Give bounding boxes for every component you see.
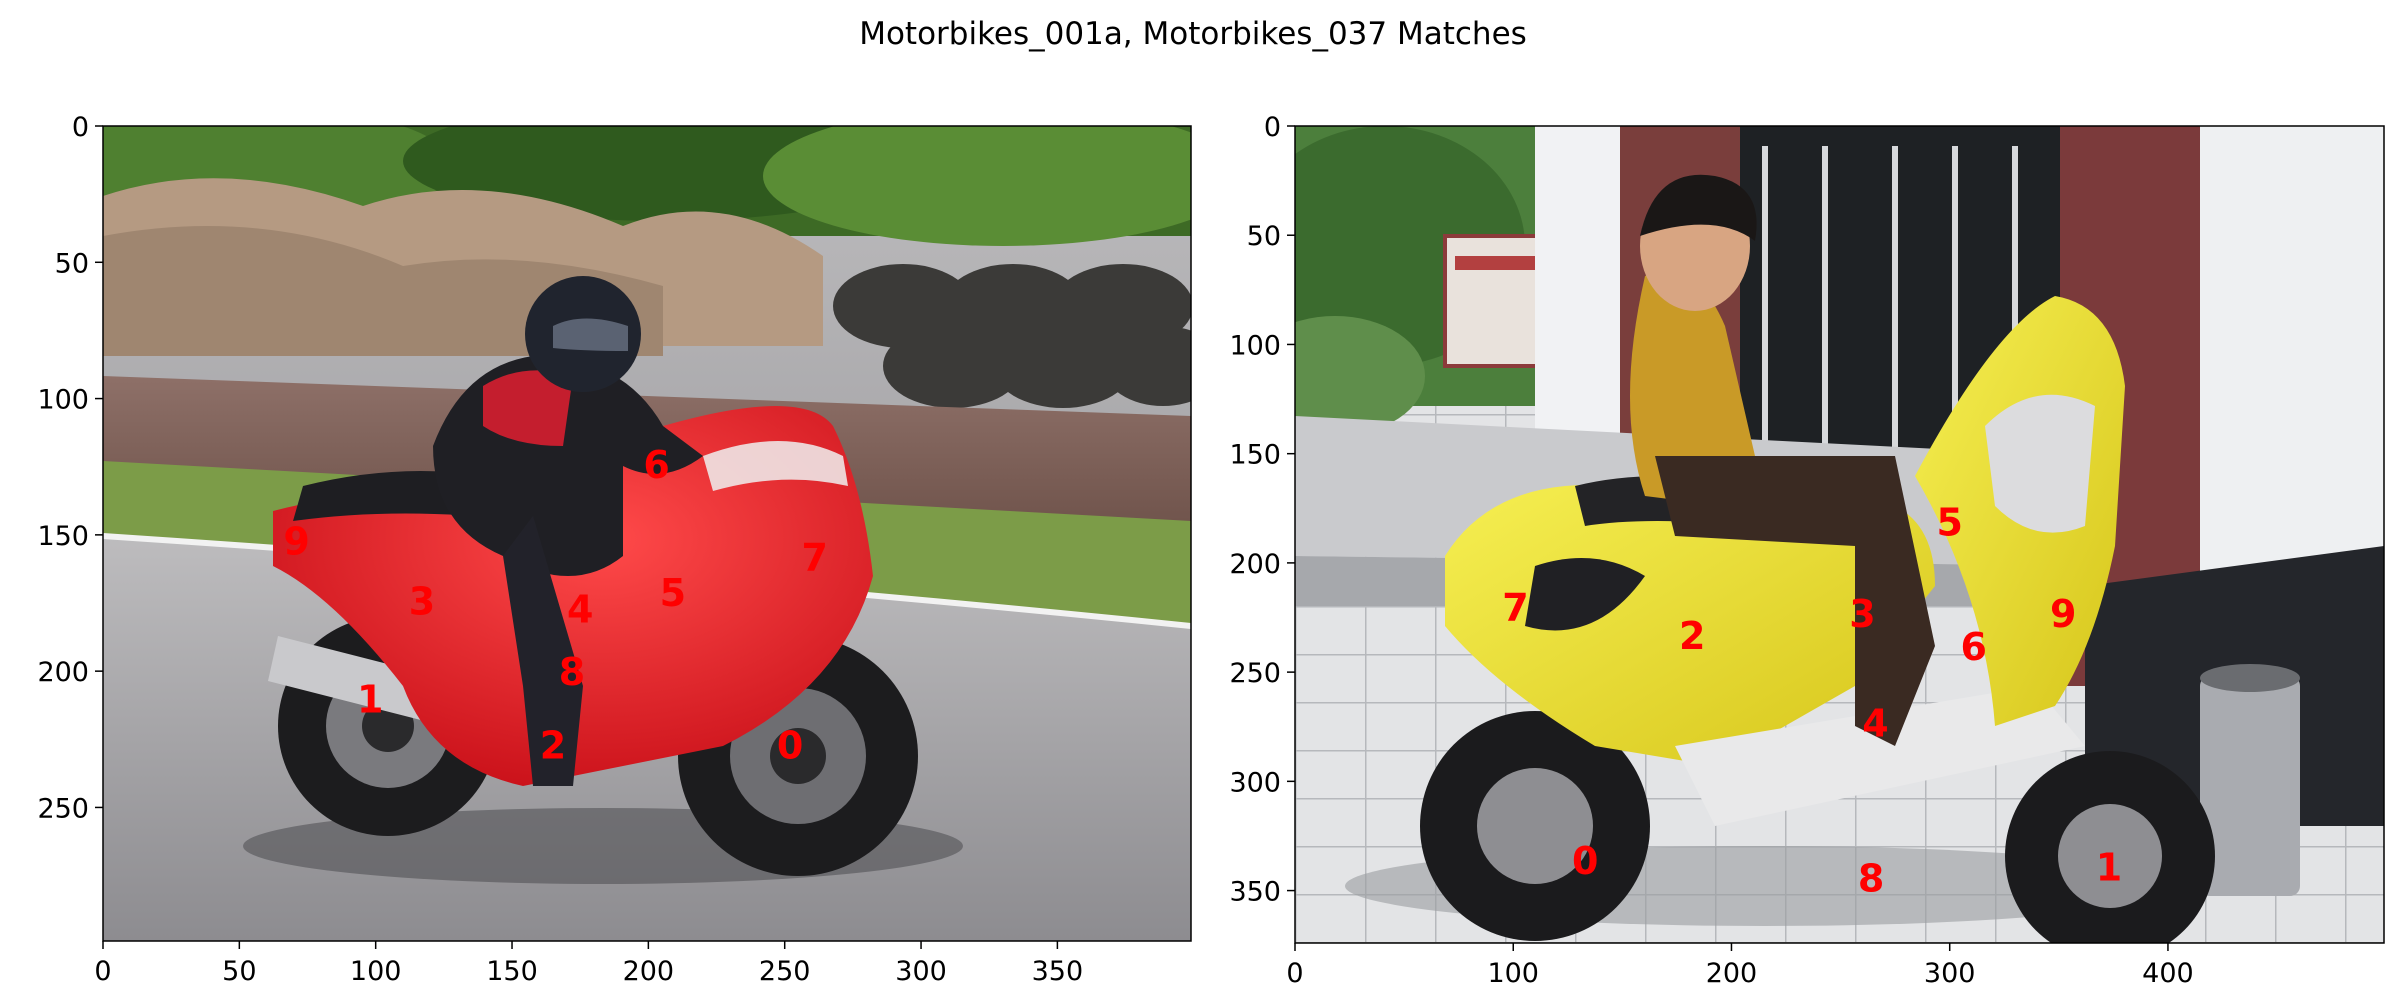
right-axes-frame — [1294, 125, 2385, 944]
right-ytick-label: 300 — [1229, 767, 1281, 798]
left-ytick-label: 100 — [37, 385, 89, 416]
right-xtick-label: 100 — [1487, 958, 1539, 989]
left-keypoint-9: 9 — [283, 519, 309, 563]
left-xtick-label: 150 — [486, 956, 538, 987]
right-keypoint-8: 8 — [1858, 856, 1884, 900]
left-keypoint-5: 5 — [660, 571, 686, 615]
right-keypoint-7: 7 — [1502, 586, 1528, 630]
right-xtick-label: 300 — [1924, 958, 1976, 989]
right-ytick-label: 150 — [1229, 440, 1281, 471]
right-xtick-label: 200 — [1706, 958, 1758, 989]
left-xtick-label: 50 — [222, 956, 256, 987]
right-keypoints: 0 1 2 3 4 5 6 7 8 9 — [1502, 500, 2122, 900]
left-ytick-label: 250 — [37, 793, 89, 824]
right-xtick-label: 0 — [1286, 958, 1303, 989]
left-keypoint-1: 1 — [357, 677, 383, 721]
left-xtick-label: 300 — [895, 956, 947, 987]
right-keypoint-1: 1 — [2096, 846, 2122, 890]
right-ytick-label: 350 — [1229, 877, 1281, 908]
left-photo — [103, 126, 1191, 941]
left-xtick-label: 200 — [623, 956, 675, 987]
left-keypoint-4: 4 — [567, 587, 593, 631]
left-keypoint-6: 6 — [643, 443, 669, 487]
right-keypoint-6: 6 — [1960, 625, 1986, 669]
right-keypoint-4: 4 — [1862, 701, 1888, 745]
right-photo — [1295, 126, 2384, 943]
left-keypoint-0: 0 — [777, 724, 803, 768]
right-keypoint-0: 0 — [1572, 839, 1598, 883]
right-ytick-label: 250 — [1229, 658, 1281, 689]
right-ytick-label: 0 — [1264, 112, 1281, 143]
left-keypoint-7: 7 — [801, 536, 827, 580]
figure-title: Motorbikes_001a, Motorbikes_037 Matches — [859, 16, 1527, 52]
left-xtick-label: 0 — [94, 956, 111, 987]
left-ytick-label: 50 — [55, 248, 89, 279]
left-xtick-label: 350 — [1032, 956, 1084, 987]
right-keypoint-9: 9 — [2050, 592, 2076, 636]
right-keypoint-3: 3 — [1849, 592, 1875, 636]
right-image-panel: 0 100 200 300 400 0 50 100 150 200 250 300 350 0 1 2 3 4… — [1229, 112, 2385, 989]
left-ytick-label: 0 — [72, 112, 89, 143]
left-xtick-label: 250 — [759, 956, 811, 987]
left-ytick-label: 150 — [37, 521, 89, 552]
right-ytick-label: 200 — [1229, 549, 1281, 580]
left-xtick-label: 100 — [350, 956, 402, 987]
left-keypoint-3: 3 — [409, 579, 435, 623]
right-keypoint-5: 5 — [1936, 500, 1962, 544]
left-keypoints: 0 1 2 3 4 5 6 7 8 9 — [283, 443, 828, 768]
left-axes-frame — [102, 125, 1192, 942]
left-keypoint-8: 8 — [559, 650, 585, 694]
right-ytick-label: 100 — [1229, 330, 1281, 361]
right-ytick-label: 50 — [1247, 221, 1281, 252]
left-image-panel: 0 50 100 150 200 250 300 350 0 50 100 150 200 250 0 1 2… — [37, 112, 1192, 987]
right-keypoint-2: 2 — [1679, 614, 1705, 658]
left-keypoint-2: 2 — [540, 724, 566, 768]
right-xtick-label: 400 — [2142, 958, 2194, 989]
left-ytick-label: 200 — [37, 657, 89, 688]
